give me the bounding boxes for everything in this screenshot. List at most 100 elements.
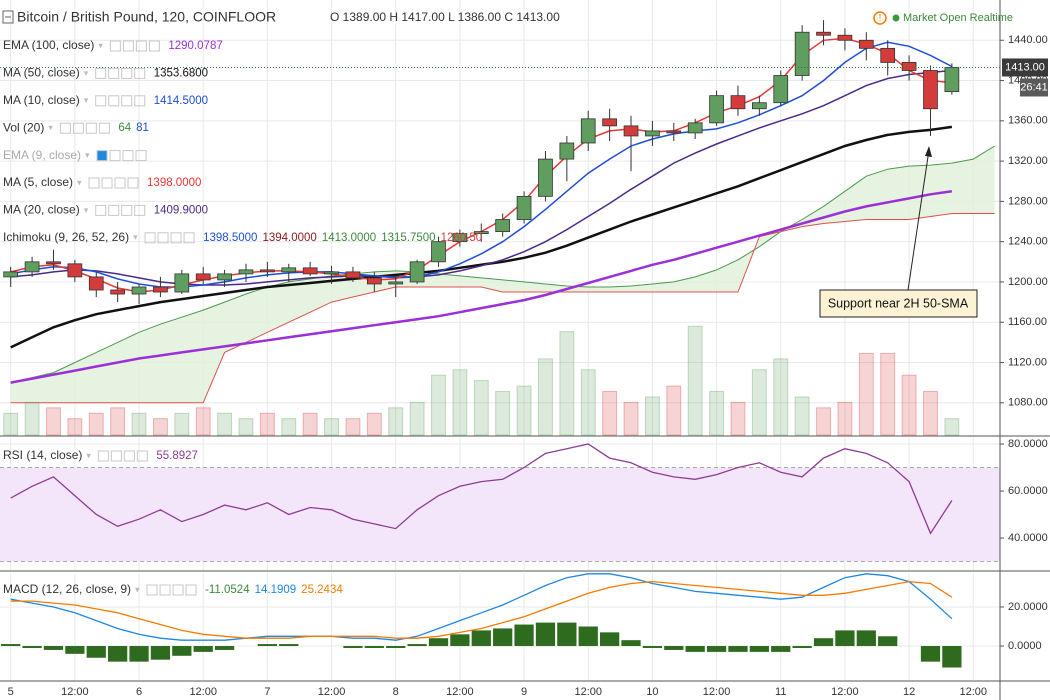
candle-body bbox=[645, 130, 660, 137]
macd-histogram-bar bbox=[621, 640, 641, 647]
indicator-button[interactable] bbox=[108, 95, 120, 107]
macd-histogram-bar bbox=[535, 622, 556, 647]
indicator-button[interactable] bbox=[134, 67, 146, 79]
indicator-label: EMA (9, close) bbox=[3, 148, 81, 162]
indicator-button[interactable] bbox=[135, 150, 147, 162]
candle-body bbox=[302, 267, 318, 275]
y-tick-label: 1320.00 bbox=[1008, 155, 1048, 167]
indicator-button[interactable] bbox=[127, 177, 139, 189]
indicator-button[interactable] bbox=[135, 40, 147, 52]
candle-body bbox=[602, 118, 617, 127]
indicator-button[interactable] bbox=[144, 232, 156, 244]
macd-histogram-bar bbox=[22, 646, 42, 648]
candle-body bbox=[281, 267, 297, 273]
alert-icon[interactable] bbox=[873, 11, 887, 25]
volume-bar bbox=[174, 412, 190, 436]
indicator-button[interactable] bbox=[108, 204, 120, 216]
indicator-button[interactable] bbox=[88, 177, 100, 189]
x-tick-label: 9 bbox=[521, 686, 527, 698]
indicator-menu-icon: ▾ bbox=[84, 95, 89, 105]
volume-bar bbox=[388, 407, 404, 436]
x-tick-label: 6 bbox=[136, 686, 142, 698]
candle-body bbox=[473, 231, 489, 235]
indicator-button[interactable] bbox=[96, 150, 108, 162]
indicator-button[interactable] bbox=[170, 232, 182, 244]
indicator-button[interactable] bbox=[109, 150, 121, 162]
indicator-button[interactable] bbox=[157, 232, 169, 244]
x-tick-label: 11 bbox=[775, 686, 786, 698]
indicator-button[interactable] bbox=[146, 584, 158, 596]
macd-histogram-bar bbox=[771, 646, 791, 652]
indicator-button[interactable] bbox=[98, 122, 110, 134]
indicator-button[interactable] bbox=[114, 177, 126, 189]
macd-histogram-bar bbox=[1, 644, 21, 647]
volume-bar bbox=[709, 391, 725, 436]
indicator-value: 1398.0000 bbox=[147, 177, 201, 189]
indicator-value: 1260.50 bbox=[441, 232, 483, 244]
indicator-button[interactable] bbox=[183, 232, 195, 244]
indicator-menu-icon: ▾ bbox=[135, 584, 140, 594]
volume-bar bbox=[901, 374, 917, 436]
indicator-button[interactable] bbox=[121, 204, 133, 216]
indicator-button[interactable] bbox=[123, 450, 135, 462]
indicator-button[interactable] bbox=[148, 40, 160, 52]
macd-histogram-bar bbox=[150, 646, 171, 660]
y-tick-label: 20.0000 bbox=[1008, 601, 1048, 613]
volume-bar bbox=[238, 418, 254, 436]
volume-bar bbox=[837, 401, 853, 436]
macd-histogram-bar bbox=[386, 646, 406, 648]
macd-histogram-bar bbox=[279, 644, 299, 647]
indicator-value: 1290.0787 bbox=[168, 40, 222, 52]
candle-body bbox=[858, 39, 874, 49]
candle-body bbox=[559, 142, 575, 160]
macd-histogram-bar bbox=[172, 646, 192, 656]
indicator-button[interactable] bbox=[95, 67, 107, 79]
indicator-button[interactable] bbox=[122, 40, 134, 52]
indicator-button[interactable] bbox=[97, 450, 109, 462]
volume-bar bbox=[944, 418, 960, 436]
indicator-button[interactable] bbox=[159, 584, 171, 596]
indicator-button[interactable] bbox=[59, 122, 71, 134]
indicator-button[interactable] bbox=[108, 67, 120, 79]
volume-bar bbox=[24, 401, 40, 436]
countdown-label: 26:41 bbox=[1020, 81, 1048, 93]
indicator-menu-icon: ▾ bbox=[86, 450, 91, 460]
indicator-button[interactable] bbox=[109, 40, 121, 52]
indicator-button[interactable] bbox=[95, 95, 107, 107]
collapse-icon[interactable] bbox=[2, 10, 14, 24]
rsi-line bbox=[10, 443, 953, 535]
indicator-button[interactable] bbox=[134, 95, 146, 107]
annotation-arrow bbox=[907, 149, 930, 291]
indicator-value: 64 bbox=[118, 122, 131, 134]
indicator-button[interactable] bbox=[136, 450, 148, 462]
macd-histogram-bar bbox=[471, 630, 491, 647]
y-tick-label: 1160.00 bbox=[1008, 316, 1047, 328]
candle-body bbox=[217, 273, 232, 281]
indicator-value: 1353.6800 bbox=[154, 67, 208, 79]
candle-body bbox=[880, 47, 896, 63]
macd-histogram-bar bbox=[578, 626, 598, 647]
indicator-button[interactable] bbox=[185, 584, 197, 596]
indicator-button[interactable] bbox=[95, 204, 107, 216]
volume-bar bbox=[623, 401, 639, 436]
indicator-button[interactable] bbox=[121, 67, 133, 79]
indicator-button[interactable] bbox=[172, 584, 184, 596]
macd-histogram-bar bbox=[364, 646, 384, 648]
macd-histogram-bar bbox=[450, 634, 470, 647]
indicator-label: RSI (14, close) bbox=[3, 448, 82, 462]
indicator-button[interactable] bbox=[122, 150, 134, 162]
indicator-button[interactable] bbox=[134, 204, 146, 216]
indicator-button[interactable] bbox=[85, 122, 97, 134]
indicator-button[interactable] bbox=[121, 95, 133, 107]
y-tick-label: 0.0000 bbox=[1008, 640, 1042, 652]
indicator-button[interactable] bbox=[110, 450, 122, 462]
indicator-button[interactable] bbox=[72, 122, 84, 134]
indicator-button[interactable] bbox=[101, 177, 113, 189]
x-tick-label: 12:00 bbox=[189, 686, 217, 698]
x-tick-label: 7 bbox=[264, 686, 270, 698]
macd-histogram-bar bbox=[813, 638, 834, 647]
y-tick-label: 1440.00 bbox=[1008, 34, 1048, 46]
candle-body bbox=[366, 277, 382, 285]
x-tick-label: 12:00 bbox=[831, 686, 859, 698]
